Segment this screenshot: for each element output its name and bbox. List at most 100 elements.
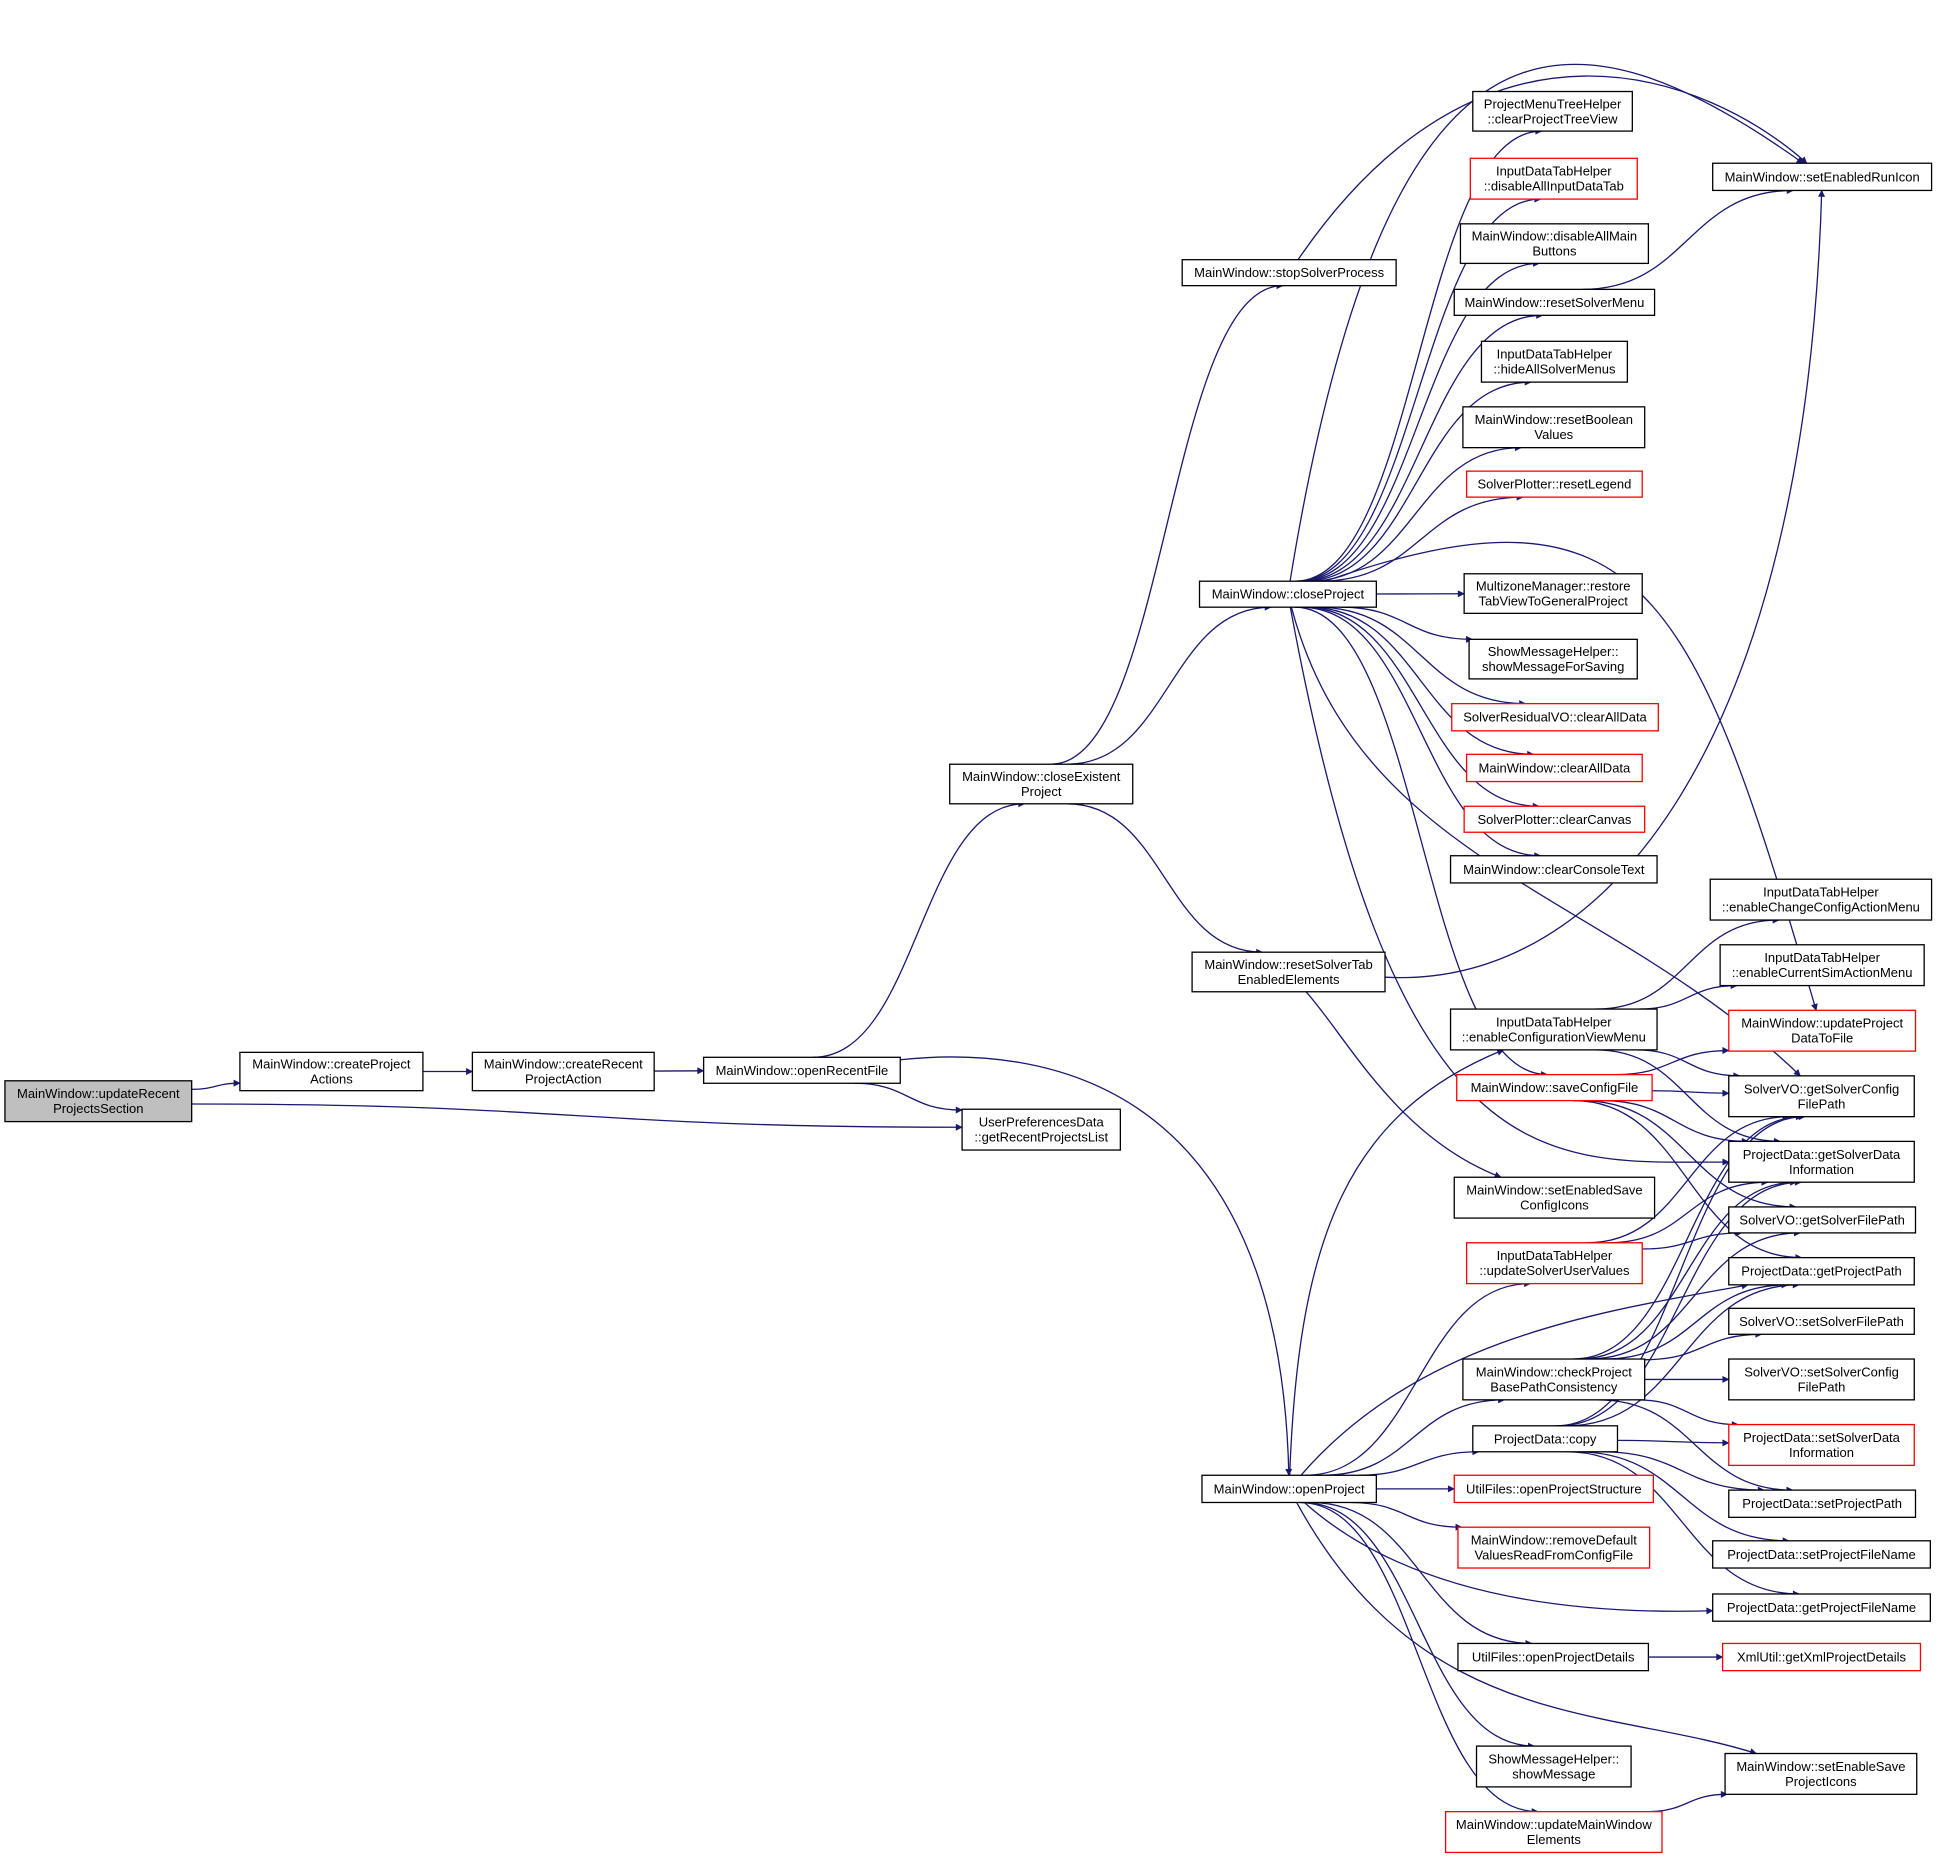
node-clearConsoleText[interactable]: MainWindow::clearConsoleText [1449, 855, 1658, 884]
node-label: MainWindow::createProject [252, 1057, 411, 1072]
node-closeProject[interactable]: MainWindow::closeProject [1198, 580, 1377, 608]
node-getProjectFileName[interactable]: ProjectData::getProjectFileName [1712, 1593, 1931, 1622]
node-disableAllInputDataTab[interactable]: InputDataTabHelper::disableAllInputDataT… [1469, 157, 1638, 200]
node-getXmlProjectDetails[interactable]: XmlUtil::getXmlProjectDetails [1721, 1642, 1922, 1672]
node-label: ::hideAllSolverMenus [1493, 362, 1616, 377]
node-openProjectStructure[interactable]: UtilFiles::openProjectStructure [1453, 1474, 1654, 1504]
node-label: TabViewToGeneralProject [1479, 594, 1629, 609]
node-label: ProjectMenuTreeHelper [1484, 96, 1622, 111]
node-box [1475, 1745, 1632, 1788]
node-showMessage[interactable]: ShowMessageHelper::showMessage [1475, 1745, 1632, 1788]
node-label: MainWindow::stopSolverProcess [1194, 265, 1385, 280]
node-saveConfigFile[interactable]: MainWindow::saveConfigFile [1456, 1073, 1653, 1102]
node-label: InputDataTabHelper [1764, 950, 1880, 965]
node-projectDataCopy[interactable]: ProjectData::copy [1472, 1425, 1619, 1453]
edge-enableConfigurationViewMenu-to-enableChangeConfigActionMenu [1595, 916, 1780, 1010]
edge-updateSolverUserValues-to-getSolverConfigFilePath [1587, 1113, 1790, 1244]
node-box [1463, 573, 1643, 615]
node-getProjectPath[interactable]: ProjectData::getProjectPath [1728, 1256, 1915, 1286]
node-label: SolverVO::setSolverConfig [1744, 1364, 1899, 1379]
edge-enableConfigurationViewMenu-to-getSolverDataInformation [1595, 1049, 1781, 1145]
node-resetSolverTabEnabledElements[interactable]: MainWindow::resetSolverTabEnabledElement… [1191, 951, 1386, 993]
edge-checkProjectBasePath-to-setSolverDataInformation [1637, 1399, 1739, 1429]
node-box [1480, 340, 1629, 383]
node-box [1719, 944, 1925, 987]
node-label: showMessageForSaving [1482, 659, 1624, 674]
edge-resetSolverTabEnabledElements-to-setEnabledSaveConfigIcons [1305, 991, 1502, 1179]
node-box [1728, 1140, 1915, 1183]
node-resetSolverMenu[interactable]: MainWindow::resetSolverMenu [1453, 288, 1656, 316]
node-box [1456, 1073, 1653, 1102]
node-label: DataToFile [1791, 1031, 1853, 1046]
node-label: SolverPlotter::clearCanvas [1477, 812, 1631, 827]
node-removeDefaultValues[interactable]: MainWindow::removeDefaultValuesReadFromC… [1457, 1526, 1651, 1569]
node-label: MainWindow::setEnabledSave [1466, 1183, 1642, 1198]
node-box [1728, 1256, 1915, 1286]
edge-closeProject-to-clearProjectTreeView [1295, 127, 1543, 582]
node-stopSolverProcess[interactable]: MainWindow::stopSolverProcess [1181, 259, 1397, 287]
edge-checkProjectBasePath-to-getSolverFilePath [1588, 1229, 1801, 1360]
node-setProjectFileName[interactable]: ProjectData::setProjectFileName [1712, 1540, 1931, 1569]
node-setSolverFilePath[interactable]: SolverVO::setSolverFilePath [1728, 1307, 1915, 1335]
node-label: UtilFiles::openProjectDetails [1472, 1650, 1635, 1665]
node-openProject[interactable]: MainWindow::openProject [1201, 1474, 1377, 1504]
edge-updateSolverUserValues-to-getSolverDataInformation [1608, 1178, 1769, 1244]
node-clearCanvas[interactable]: SolverPlotter::clearCanvas [1463, 805, 1646, 833]
node-box [1728, 1075, 1915, 1118]
node-getRecentProjectsList[interactable]: UserPreferencesData::getRecentProjectsLi… [961, 1108, 1122, 1151]
node-openProjectDetails[interactable]: UtilFiles::openProjectDetails [1457, 1642, 1650, 1672]
edge-openProject-to-getProjectFileName [1303, 1501, 1714, 1615]
node-label: ::disableAllInputDataTab [1484, 179, 1624, 194]
edge-saveConfigFile-to-updateProjectDataToFile [1615, 1047, 1730, 1076]
node-label: Information [1789, 1162, 1854, 1177]
node-label: BasePathConsistency [1490, 1379, 1618, 1394]
node-label: FilePath [1798, 1379, 1846, 1394]
node-box [239, 1051, 424, 1092]
node-restoreTabView[interactable]: MultizoneManager::restoreTabViewToGenera… [1463, 573, 1643, 615]
node-mainClearAllData[interactable]: MainWindow::clearAllData [1465, 753, 1643, 783]
node-box [1728, 1489, 1917, 1518]
node-getSolverFilePath[interactable]: SolverVO::getSolverFilePath [1728, 1206, 1917, 1234]
edge-projectDataCopy-to-setSolverDataInformation [1617, 1439, 1730, 1447]
node-resetLegend[interactable]: SolverPlotter::resetLegend [1465, 470, 1643, 498]
node-openRecentFile[interactable]: MainWindow::openRecentFile [702, 1056, 901, 1084]
node-label: ValuesReadFromConfigFile [1474, 1548, 1633, 1563]
node-label: UtilFiles::openProjectStructure [1466, 1481, 1642, 1496]
node-checkProjectBasePath[interactable]: MainWindow::checkProjectBasePathConsiste… [1462, 1358, 1646, 1401]
node-setProjectPath[interactable]: ProjectData::setProjectPath [1728, 1489, 1917, 1518]
node-box [1462, 1358, 1646, 1401]
node-enableConfigurationViewMenu[interactable]: InputDataTabHelper::enableConfigurationV… [1449, 1008, 1658, 1051]
node-label: ::enableConfigurationViewMenu [1462, 1029, 1646, 1044]
node-label: Buttons [1532, 244, 1577, 259]
node-box [1712, 1593, 1931, 1622]
node-label: MainWindow::clearConsoleText [1463, 862, 1645, 877]
node-setEnabledRunIcon[interactable]: MainWindow::setEnabledRunIcon [1712, 162, 1933, 192]
node-box [1712, 162, 1933, 192]
node-enableChangeConfigActionMenu[interactable]: InputDataTabHelper::enableChangeConfigAc… [1709, 878, 1933, 921]
edge-enableConfigurationViewMenu-to-getSolverConfigFilePath [1635, 1049, 1741, 1080]
node-label: Project [1021, 784, 1062, 799]
node-clearProjectTreeView[interactable]: ProjectMenuTreeHelper::clearProjectTreeV… [1472, 90, 1633, 132]
node-box [1449, 1008, 1658, 1051]
node-showMessageForSaving[interactable]: ShowMessageHelper::showMessageForSaving [1468, 638, 1638, 680]
node-enableCurrentSimActionMenu[interactable]: InputDataTabHelper::enableCurrentSimActi… [1719, 944, 1925, 987]
node-box [1709, 878, 1933, 921]
node-solverResidualClearAllData[interactable]: SolverResidualVO::clearAllData [1451, 702, 1659, 732]
node-updateSolverUserValues[interactable]: InputDataTabHelper::updateSolverUserValu… [1465, 1242, 1643, 1285]
node-hideAllSolverMenus[interactable]: InputDataTabHelper::hideAllSolverMenus [1480, 340, 1629, 383]
